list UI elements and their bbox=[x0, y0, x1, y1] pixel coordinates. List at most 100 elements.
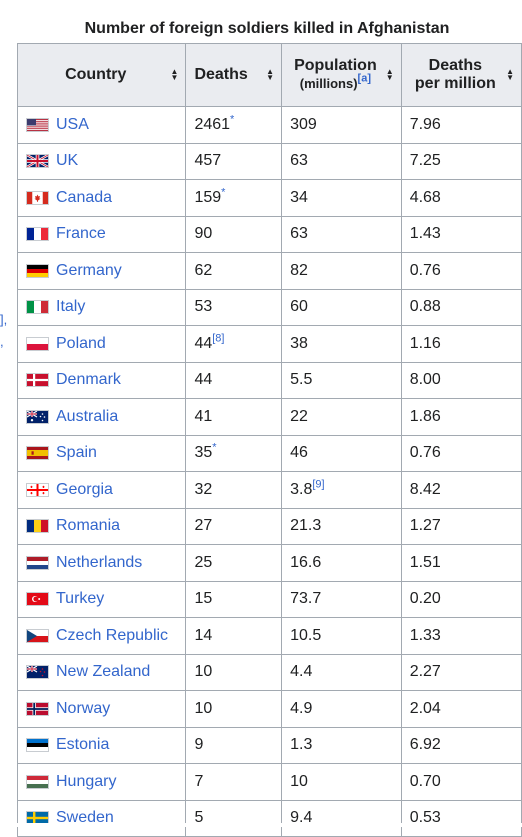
country-link[interactable]: Turkey bbox=[56, 590, 105, 608]
georgia-flag-icon bbox=[26, 482, 49, 497]
country-link[interactable]: Estonia bbox=[56, 736, 110, 754]
canada-flag-icon bbox=[26, 190, 49, 205]
sort-icon[interactable]: ▲ ▼ bbox=[170, 67, 179, 82]
deaths-value: 25 bbox=[194, 553, 213, 571]
deaths-per-million-value: 1.43 bbox=[409, 225, 441, 243]
table-row: Estonia 9 1.3 6.92 bbox=[16, 726, 522, 764]
deaths-per-million-cell: 8.00 bbox=[400, 361, 522, 399]
sort-icon[interactable]: ▲ ▼ bbox=[266, 67, 275, 82]
deaths-per-million-value: 7.25 bbox=[409, 152, 441, 170]
population-cell: 4.9 bbox=[281, 690, 402, 728]
table-row: Netherlands 25 16.6 1.51 bbox=[16, 544, 522, 582]
header-deaths-label: Deaths bbox=[194, 66, 248, 83]
deaths-value: 15 bbox=[194, 590, 213, 608]
country-link[interactable]: UK bbox=[56, 152, 79, 170]
deaths-cell: 7 bbox=[185, 763, 283, 801]
country-cell: Romania bbox=[16, 507, 187, 545]
country-cell: New Zealand bbox=[16, 653, 187, 691]
deaths-per-million-value: 1.86 bbox=[409, 407, 441, 425]
country-link[interactable]: Norway bbox=[56, 699, 111, 717]
deaths-footnote[interactable]: * bbox=[212, 441, 217, 454]
deaths-cell: 457 bbox=[185, 142, 283, 180]
country-cell: UK bbox=[16, 142, 187, 180]
header-deaths-per-million[interactable]: Deaths per million ▲ ▼ bbox=[400, 43, 522, 107]
country-link[interactable]: Hungary bbox=[56, 772, 117, 790]
left-edge-fragment: , bbox=[0, 334, 4, 349]
population-value: 22 bbox=[290, 407, 308, 425]
country-cell: USA bbox=[16, 106, 187, 144]
population-cell: 21.3 bbox=[281, 507, 402, 545]
population-cell: 38 bbox=[281, 325, 402, 363]
sort-icon[interactable]: ▲ ▼ bbox=[506, 67, 514, 82]
header-dpm-label-1: Deaths bbox=[428, 57, 483, 74]
deaths-cell: 25 bbox=[185, 544, 283, 582]
table-caption: Number of foreign soldiers killed in Afg… bbox=[84, 20, 450, 37]
country-link[interactable]: Poland bbox=[56, 334, 106, 352]
deaths-cell: 53 bbox=[185, 288, 283, 326]
population-cell: 309 bbox=[281, 106, 402, 144]
header-population[interactable]: Population (millions)[a] ▲ ▼ bbox=[281, 43, 402, 107]
population-value: 63 bbox=[290, 225, 308, 243]
country-link[interactable]: Czech Republic bbox=[56, 626, 169, 644]
country-link[interactable]: New Zealand bbox=[56, 663, 151, 681]
country-link[interactable]: Germany bbox=[56, 261, 122, 279]
country-cell: France bbox=[16, 215, 187, 253]
table-row: Australia 41 22 1.86 bbox=[16, 398, 522, 436]
table-row: Hungary 7 10 0.70 bbox=[16, 763, 522, 801]
population-value: 9.4 bbox=[290, 809, 313, 827]
soldiers-table: Country ▲ ▼ Deaths ▲ ▼ Population (million… bbox=[16, 43, 522, 837]
population-footnote-link[interactable]: [a] bbox=[357, 72, 371, 85]
header-country[interactable]: Country ▲ ▼ bbox=[16, 43, 187, 107]
deaths-per-million-value: 8.42 bbox=[409, 480, 441, 498]
population-footnote[interactable]: [9] bbox=[312, 478, 325, 491]
germany-flag-icon bbox=[26, 263, 49, 278]
population-cell: 22 bbox=[281, 398, 402, 436]
population-value: 34 bbox=[290, 188, 308, 206]
deaths-cell: 32 bbox=[185, 471, 283, 509]
deaths-footnote[interactable]: * bbox=[221, 186, 226, 199]
country-link[interactable]: Australia bbox=[56, 407, 119, 425]
country-link[interactable]: Italy bbox=[56, 298, 86, 316]
deaths-cell: 44[8] bbox=[185, 325, 283, 363]
newzealand-flag-icon bbox=[26, 665, 49, 680]
deaths-per-million-cell: 0.20 bbox=[400, 580, 522, 618]
table-row: Sweden 5 9.4 0.53 bbox=[16, 799, 522, 837]
deaths-per-million-cell: 0.88 bbox=[400, 288, 522, 326]
table-row: Norway 10 4.9 2.04 bbox=[16, 690, 522, 728]
viewport-edge bbox=[0, 823, 522, 827]
country-link[interactable]: Spain bbox=[56, 444, 97, 462]
country-cell: Australia bbox=[16, 398, 187, 436]
country-link[interactable]: Netherlands bbox=[56, 553, 143, 571]
deaths-per-million-cell: 2.04 bbox=[400, 690, 522, 728]
header-deaths[interactable]: Deaths ▲ ▼ bbox=[185, 43, 283, 107]
spain-flag-icon bbox=[26, 446, 49, 461]
country-link[interactable]: Sweden bbox=[56, 809, 114, 827]
population-value: 82 bbox=[290, 261, 308, 279]
sort-icon[interactable]: ▲ ▼ bbox=[385, 67, 394, 82]
deaths-per-million-cell: 0.76 bbox=[400, 252, 522, 290]
deaths-footnote[interactable]: * bbox=[230, 113, 235, 126]
population-value: 4.4 bbox=[290, 663, 313, 681]
deaths-per-million-cell: 1.51 bbox=[400, 544, 522, 582]
denmark-flag-icon bbox=[26, 373, 49, 388]
population-cell: 1.3 bbox=[281, 726, 402, 764]
country-link[interactable]: Georgia bbox=[56, 480, 113, 498]
country-link[interactable]: Denmark bbox=[56, 371, 121, 389]
czech-flag-icon bbox=[26, 628, 49, 643]
country-link[interactable]: USA bbox=[56, 115, 89, 133]
country-link[interactable]: Canada bbox=[56, 188, 113, 206]
population-cell: 5.5 bbox=[281, 361, 402, 399]
country-link[interactable]: France bbox=[56, 225, 106, 243]
estonia-flag-icon bbox=[26, 738, 49, 753]
population-value: 5.5 bbox=[290, 371, 313, 389]
country-link[interactable]: Romania bbox=[56, 517, 121, 535]
country-cell: Spain bbox=[16, 434, 187, 472]
deaths-footnote[interactable]: [8] bbox=[212, 332, 225, 345]
deaths-per-million-value: 2.04 bbox=[409, 699, 441, 717]
deaths-value: 35 bbox=[194, 444, 213, 462]
deaths-per-million-cell: 7.25 bbox=[400, 142, 522, 180]
population-cell: 4.4 bbox=[281, 653, 402, 691]
deaths-per-million-cell: 0.76 bbox=[400, 434, 522, 472]
deaths-value: 32 bbox=[194, 480, 213, 498]
deaths-value: 62 bbox=[194, 261, 213, 279]
